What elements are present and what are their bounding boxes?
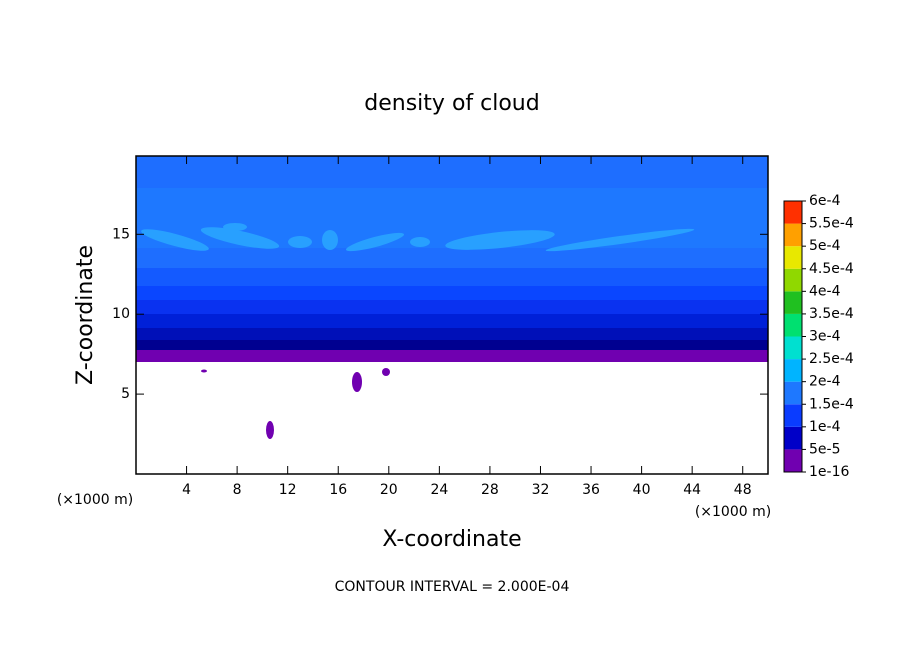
- y-axis-label: Z-coordinate: [73, 245, 98, 385]
- x-tick-label: 32: [532, 482, 550, 498]
- colorbar-band: [784, 359, 802, 382]
- colorbar-band: [784, 268, 802, 292]
- colorbar-label: 5e-4: [809, 238, 841, 254]
- x-tick-label: 4: [182, 482, 191, 498]
- colorbar-band: [784, 449, 802, 472]
- colorbar-band: [784, 313, 802, 337]
- colorbar-band: [784, 426, 802, 450]
- colorbar-label: 1e-4: [809, 419, 841, 435]
- y-unit: (×1000 m): [57, 492, 133, 508]
- x-tick-label: 40: [633, 482, 651, 498]
- colorbar-label: 4e-4: [809, 283, 841, 299]
- y-tick-label: 5: [121, 386, 130, 402]
- footer-note: CONTOUR INTERVAL = 2.000E-04: [335, 579, 570, 595]
- x-tick-label: 44: [683, 482, 701, 498]
- colorbar-label: 1.5e-4: [809, 396, 854, 412]
- colorbar-label: 5e-5: [809, 441, 840, 457]
- x-tick-label: 36: [582, 482, 600, 498]
- colorbar-band: [784, 404, 802, 427]
- x-tick-label: 8: [233, 482, 242, 498]
- x-tick-label: 16: [329, 482, 347, 498]
- x-tick-label: 12: [279, 482, 297, 498]
- colorbar-label: 5.5e-4: [809, 216, 854, 232]
- y-tick-label: 10: [112, 306, 130, 322]
- colorbar-label: 2.5e-4: [809, 351, 854, 367]
- y-tick-label: 15: [112, 226, 130, 242]
- colorbar-label: 2e-4: [809, 374, 841, 390]
- x-tick-label: 20: [380, 482, 398, 498]
- contour-field: [136, 156, 768, 474]
- colorbar-band: [784, 201, 802, 224]
- x-tick-label: 48: [734, 482, 752, 498]
- colorbar-band: [784, 291, 802, 314]
- x-tick-label: 28: [481, 482, 499, 498]
- x-tick-label: 24: [430, 482, 448, 498]
- colorbar-label: 1e-16: [809, 464, 849, 480]
- x-unit: (×1000 m): [695, 504, 771, 520]
- x-axis-label: X-coordinate: [382, 527, 521, 552]
- colorbar-label: 6e-4: [809, 193, 841, 209]
- chart-title: density of cloud: [364, 91, 539, 116]
- colorbar-band: [784, 336, 802, 360]
- colorbar-label: 3e-4: [809, 329, 841, 345]
- colorbar-label: 3.5e-4: [809, 306, 854, 322]
- colorbar-band: [784, 223, 802, 247]
- colorbar-label: 4.5e-4: [809, 261, 854, 277]
- colorbar-band: [784, 246, 802, 269]
- colorbar-band: [784, 381, 802, 405]
- plot-frame: [135, 155, 769, 475]
